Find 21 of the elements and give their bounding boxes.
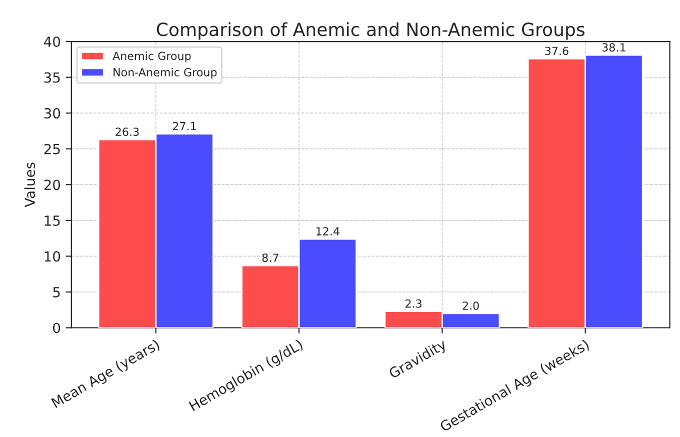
legend-label: Non-Anemic Group xyxy=(114,68,217,79)
y-axis-title: Values xyxy=(24,162,36,208)
data-label: 38.1 xyxy=(602,43,626,52)
data-label: 2.3 xyxy=(406,299,422,308)
y-tick-label: 0 xyxy=(53,322,60,334)
data-label: 37.6 xyxy=(545,46,568,56)
chart-title: Comparison of Anemic and Non-Anemic Groups xyxy=(156,22,584,40)
data-label: 2.0 xyxy=(462,301,479,310)
y-tick-label: 40 xyxy=(44,36,60,47)
y-tick-label: 10 xyxy=(44,251,60,262)
data-label: 26.3 xyxy=(116,128,139,136)
y-tick-label: 20 xyxy=(44,180,60,190)
legend-label: Anemic Group xyxy=(112,52,191,62)
data-label: 27.1 xyxy=(172,122,196,130)
y-tick-label: 25 xyxy=(44,144,60,154)
data-label: 8.7 xyxy=(262,254,278,262)
y-tick-label: 15 xyxy=(44,216,60,226)
y-tick-label: 35 xyxy=(44,72,60,83)
data-label: 12.4 xyxy=(316,227,340,236)
y-tick-label: 30 xyxy=(44,108,60,119)
y-tick-label: 5 xyxy=(53,287,60,298)
